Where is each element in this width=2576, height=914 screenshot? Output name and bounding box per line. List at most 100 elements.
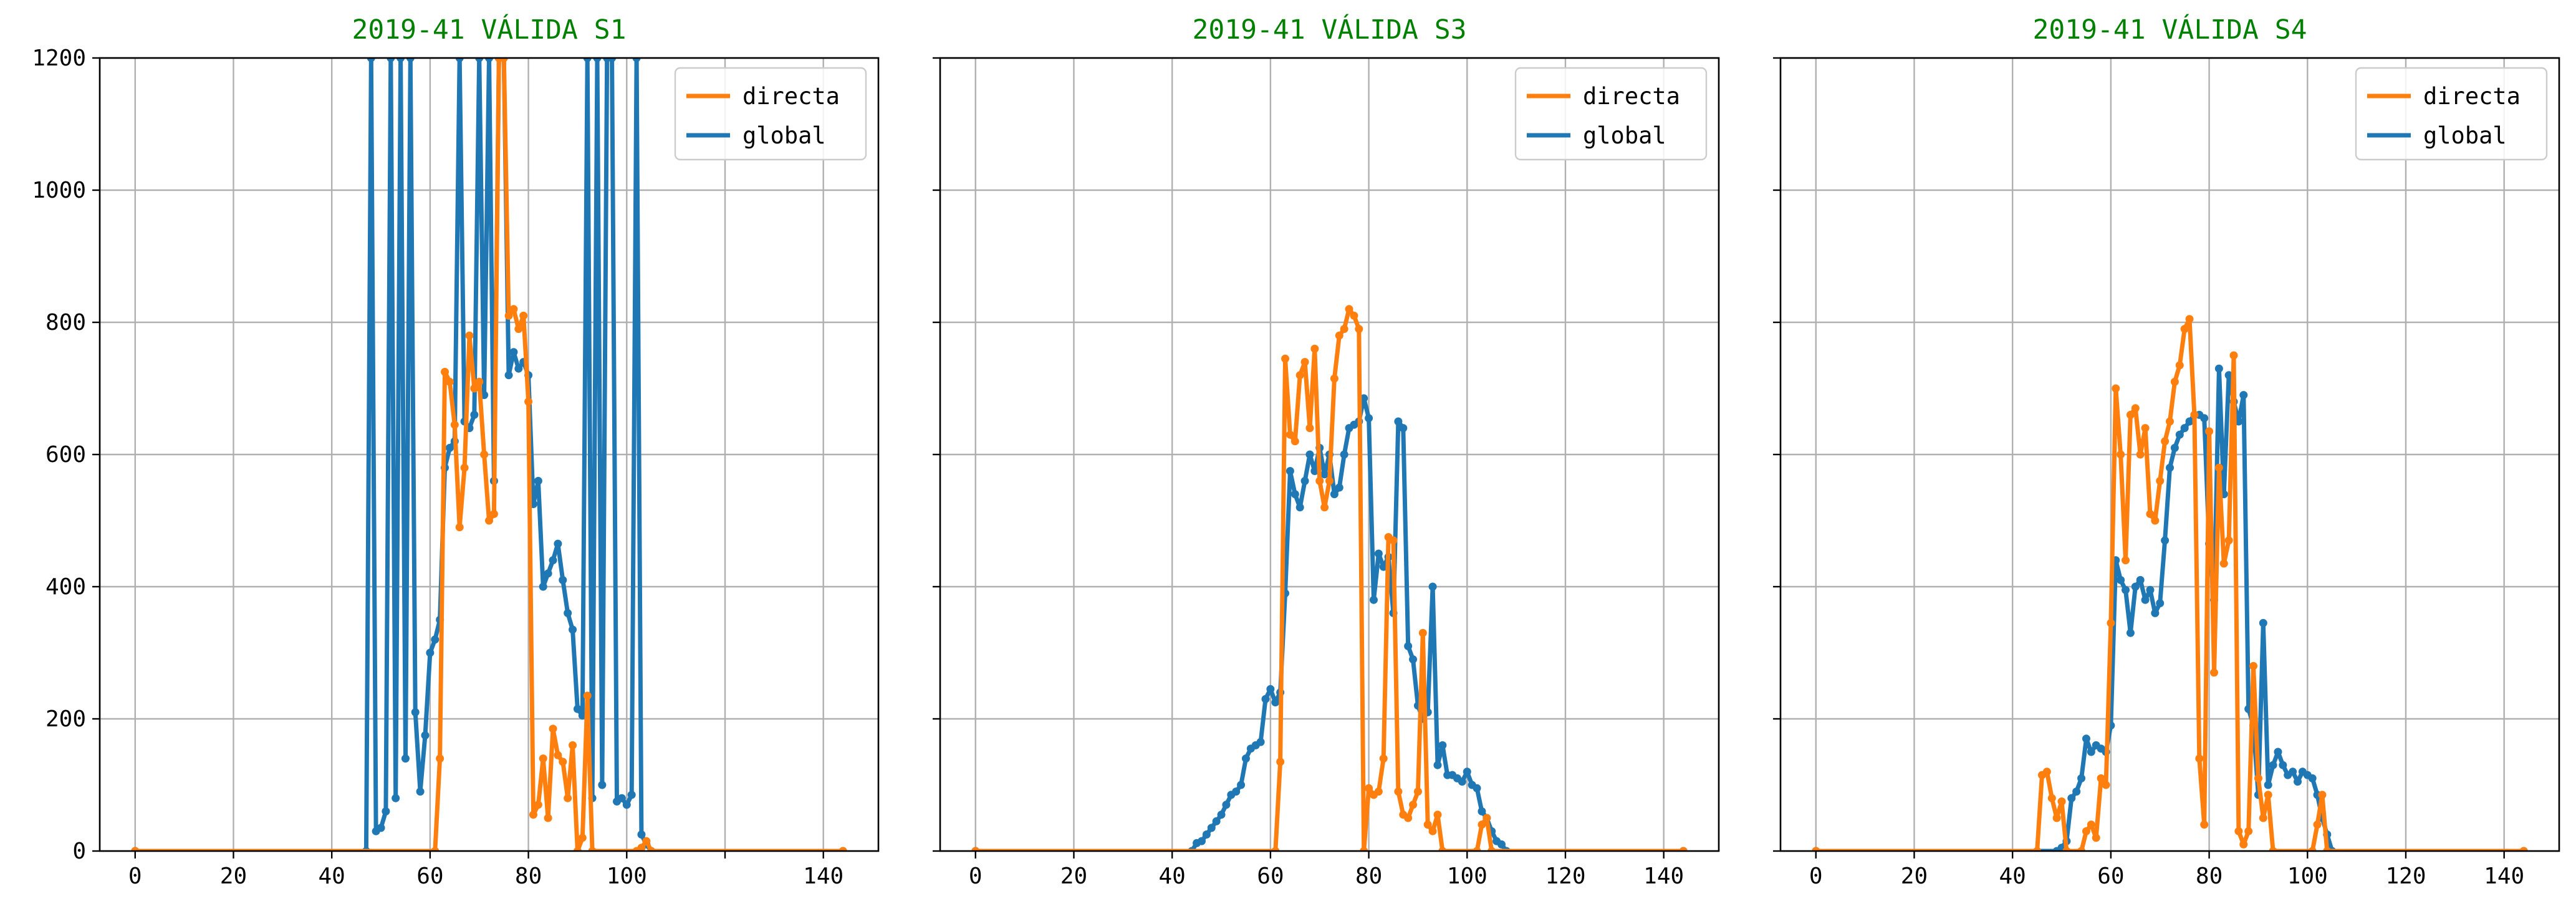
data-point-directa — [499, 58, 508, 62]
data-point-directa — [1473, 847, 1481, 851]
data-point-global — [2224, 371, 2233, 380]
data-point-directa — [2117, 450, 2125, 459]
data-point-directa — [534, 801, 542, 809]
data-point-directa — [2107, 618, 2115, 627]
data-point-global — [593, 58, 602, 62]
data-point-directa — [489, 509, 498, 518]
data-point-directa — [2092, 834, 2100, 842]
data-point-directa — [2323, 847, 2332, 851]
data-point-directa — [1281, 354, 1290, 363]
data-point-global — [544, 569, 552, 578]
data-point-directa — [2077, 847, 2086, 851]
data-point-directa — [470, 384, 479, 393]
data-point-directa — [1404, 814, 1413, 822]
data-point-directa — [1483, 814, 1491, 822]
data-point-global — [392, 794, 400, 802]
data-point-directa — [2239, 840, 2248, 849]
data-point-directa — [569, 741, 577, 749]
data-point-directa — [514, 325, 523, 334]
data-point-global — [1261, 695, 1270, 703]
data-point-directa — [839, 847, 847, 851]
data-point-global — [509, 348, 518, 357]
data-point-global — [2131, 582, 2140, 591]
data-point-directa — [1438, 847, 1447, 851]
data-point-global — [2185, 417, 2194, 426]
data-point-global — [475, 58, 484, 62]
data-point-global — [2082, 734, 2090, 743]
data-point-global — [416, 787, 425, 796]
data-point-directa — [450, 420, 459, 429]
data-point-directa — [2185, 315, 2194, 324]
data-point-global — [1497, 840, 1506, 849]
data-point-global — [2067, 794, 2076, 802]
data-point-directa — [2190, 410, 2199, 419]
data-point-global — [2200, 414, 2209, 423]
data-point-global — [485, 58, 493, 62]
x-tick-label: 40 — [1999, 863, 2026, 889]
data-point-directa — [2313, 820, 2322, 829]
data-point-directa — [1350, 311, 1358, 320]
data-point-global — [1438, 741, 1447, 749]
data-point-global — [406, 58, 415, 62]
data-point-global — [608, 58, 617, 62]
data-point-global — [2234, 417, 2243, 426]
data-point-global — [554, 539, 562, 548]
data-point-global — [1241, 754, 1250, 763]
data-point-directa — [1271, 847, 1280, 851]
data-point-global — [2166, 463, 2174, 472]
y-tick-label: 200 — [46, 706, 86, 732]
data-point-global — [1428, 582, 1437, 591]
data-point-directa — [2180, 325, 2189, 334]
data-point-directa — [1428, 827, 1437, 835]
data-point-directa — [1360, 847, 1368, 851]
data-point-global — [583, 58, 592, 62]
data-point-directa — [2254, 774, 2262, 782]
data-point-global — [1360, 394, 1368, 403]
x-tick-label: 140 — [2484, 863, 2524, 889]
data-point-directa — [2205, 427, 2214, 436]
data-point-global — [617, 794, 626, 802]
data-point-directa — [1320, 503, 1329, 512]
data-point-directa — [2200, 820, 2209, 829]
x-tick-label: 20 — [1901, 863, 1928, 889]
data-point-directa — [2219, 559, 2228, 568]
data-point-global — [2117, 575, 2125, 584]
data-point-directa — [1365, 784, 1373, 792]
data-point-global — [1310, 467, 1319, 475]
data-point-directa — [559, 758, 567, 766]
x-tick-label: 80 — [515, 863, 542, 889]
chart-panel-1: 0 20 40 60 80 100 140 0 200 400 600 800 1000 1200 2019… — [32, 14, 880, 889]
data-point-directa — [436, 754, 445, 763]
y-tick-label: 0 — [72, 839, 86, 864]
data-point-global — [2294, 777, 2302, 786]
data-point-directa — [2097, 774, 2105, 782]
data-point-global — [1295, 503, 1304, 512]
data-point-global — [637, 830, 646, 839]
data-point-directa — [455, 523, 464, 532]
data-point-global — [426, 648, 435, 657]
data-point-global — [1399, 424, 1408, 433]
data-point-global — [2269, 761, 2277, 769]
x-tick-label: 120 — [1545, 863, 1585, 889]
data-point-directa — [1374, 787, 1383, 796]
data-point-directa — [2519, 847, 2528, 851]
axes-frame — [99, 57, 880, 852]
data-point-global — [387, 58, 395, 62]
data-point-global — [1217, 811, 1226, 819]
data-point-global — [1300, 476, 1309, 485]
data-point-global — [504, 371, 513, 380]
data-point-directa — [475, 377, 484, 386]
data-point-directa — [519, 311, 528, 320]
data-point-global — [367, 58, 375, 62]
data-point-directa — [2308, 847, 2317, 851]
data-point-directa — [2214, 463, 2223, 472]
data-point-directa — [1315, 476, 1324, 485]
data-point-directa — [1379, 754, 1388, 763]
legend-label-global: global — [2423, 122, 2507, 149]
data-point-global — [2279, 761, 2287, 769]
data-point-global — [2180, 424, 2189, 433]
data-point-directa — [1330, 374, 1338, 383]
data-point-global — [1320, 470, 1329, 479]
data-point-directa — [1418, 628, 1427, 637]
data-point-global — [627, 791, 636, 799]
